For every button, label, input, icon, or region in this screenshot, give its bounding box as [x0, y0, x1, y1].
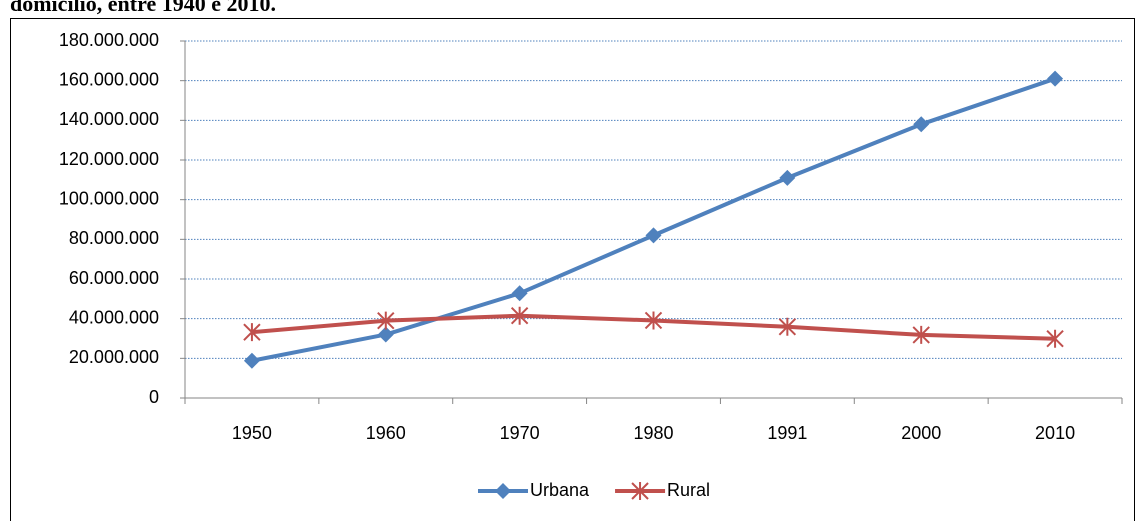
x-tick-label: 1950 [232, 423, 272, 443]
marker [377, 326, 394, 343]
y-tick-label: 120.000.000 [59, 149, 159, 169]
x-tick-label: 2010 [1035, 423, 1075, 443]
y-tick-label: 100.000.000 [59, 188, 159, 208]
y-tick-label: 160.000.000 [59, 69, 159, 89]
marker [1047, 70, 1064, 87]
marker [510, 306, 529, 325]
chart-border [10, 18, 1135, 521]
marker [495, 483, 511, 499]
y-tick-label: 0 [149, 387, 159, 407]
y-tick-label: 80.000.000 [69, 228, 159, 248]
y-tick-label: 40.000.000 [69, 307, 159, 327]
marker [912, 325, 930, 344]
marker [631, 482, 649, 500]
marker [377, 311, 395, 330]
marker [644, 311, 663, 330]
chart-title: domicílio, entre 1940 e 2010. [10, 0, 276, 16]
y-tick-label: 140.000.000 [59, 109, 159, 129]
marker [913, 116, 930, 133]
x-tick-label: 1991 [767, 423, 807, 443]
x-tick-label: 1970 [500, 423, 540, 443]
marker [778, 317, 797, 336]
x-tick-label: 2000 [901, 423, 941, 443]
y-tick-label: 60.000.000 [69, 268, 159, 288]
x-tick-label: 1980 [633, 423, 673, 443]
x-tick-label: 1960 [366, 423, 406, 443]
marker [511, 285, 528, 302]
marker [1046, 329, 1064, 348]
legend-label: Urbana [530, 480, 590, 500]
y-tick-label: 180.000.000 [59, 30, 159, 50]
y-tick-label: 20.000.000 [69, 347, 159, 367]
marker [645, 227, 662, 244]
marker [243, 352, 260, 369]
marker [779, 169, 796, 186]
legend-label: Rural [667, 480, 710, 500]
marker [243, 323, 261, 342]
